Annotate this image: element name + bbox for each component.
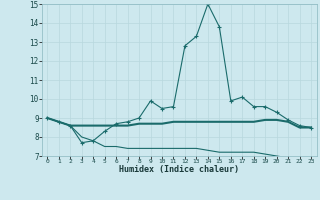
X-axis label: Humidex (Indice chaleur): Humidex (Indice chaleur) [119, 165, 239, 174]
